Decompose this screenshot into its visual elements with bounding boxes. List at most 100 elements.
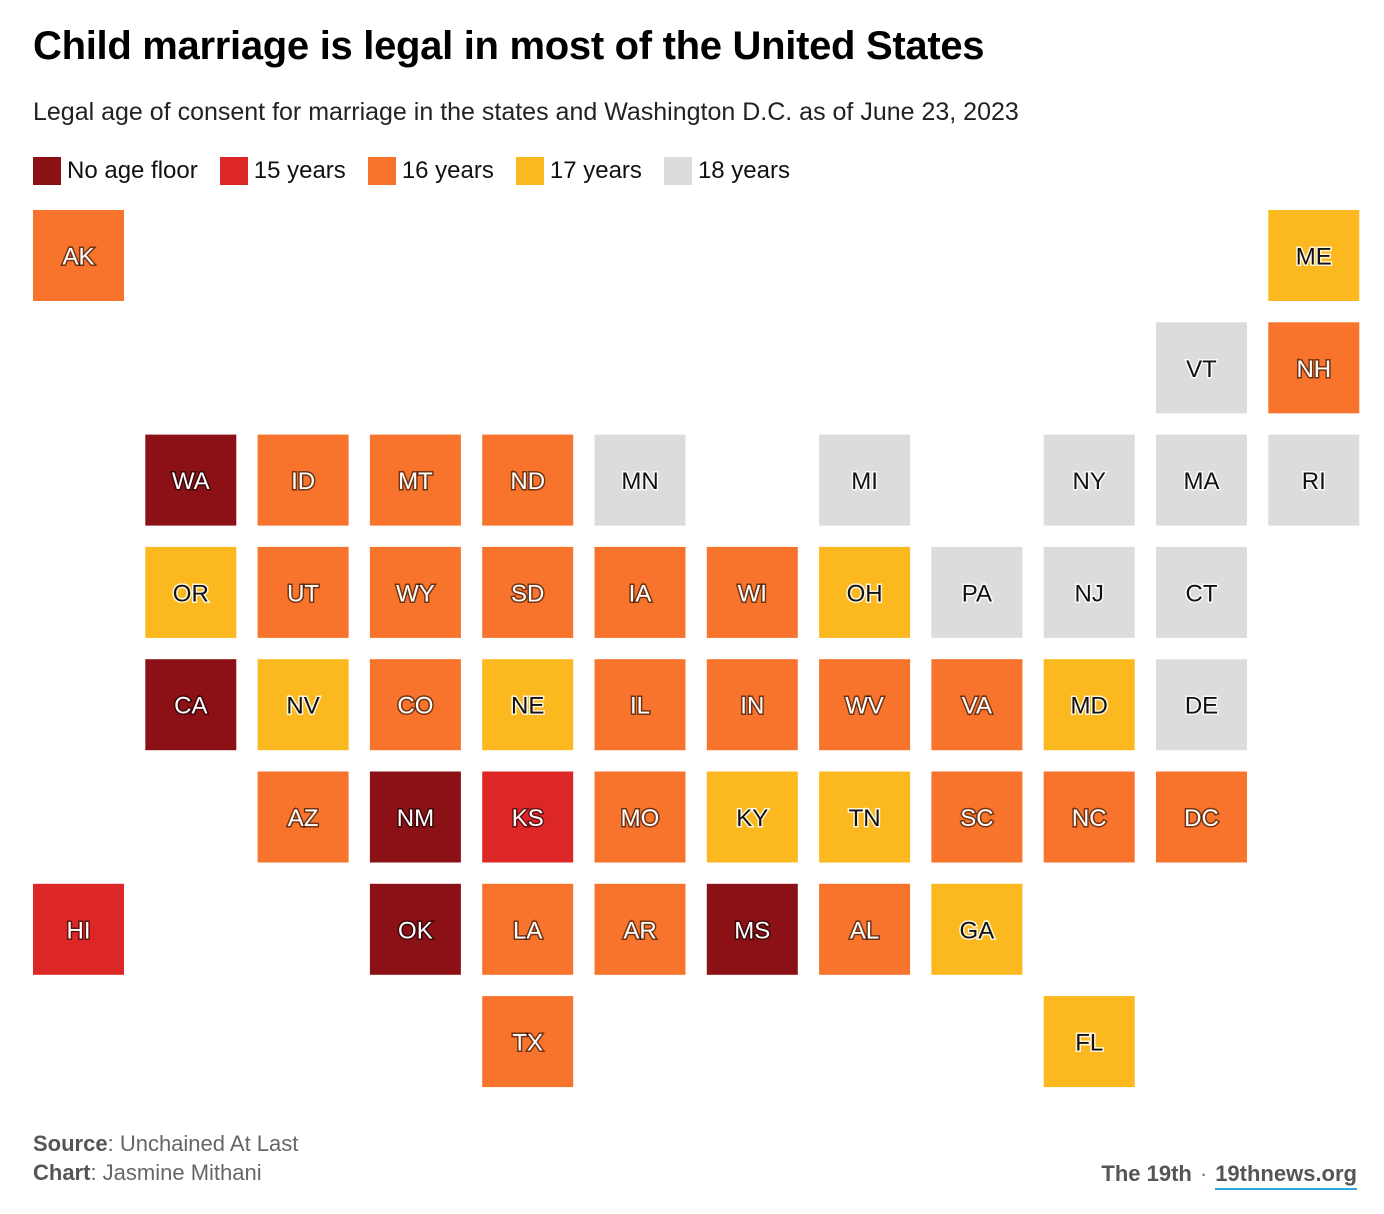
state-tile-id[interactable]: ID <box>257 434 349 526</box>
state-tile-ct[interactable]: CT <box>1156 546 1247 638</box>
state-tile-ri[interactable]: RI <box>1268 434 1360 526</box>
state-abbr-label: LA <box>513 917 542 944</box>
legend-label-16: 16 years <box>401 157 494 184</box>
legend-item-16: 16 years <box>367 157 494 185</box>
state-tile-tn[interactable]: TN <box>819 771 911 863</box>
state-tile-wy[interactable]: WY <box>369 546 461 638</box>
chart-credit-label: Chart <box>33 1160 91 1185</box>
state-tile-al[interactable]: AL <box>819 883 911 975</box>
state-abbr-label: DC <box>1184 805 1219 832</box>
legend-item-17: 17 years <box>515 157 642 185</box>
state-tile-bg <box>1043 771 1135 863</box>
state-tile-mi[interactable]: MI <box>819 434 911 526</box>
state-tile-ca[interactable]: CA <box>145 659 237 751</box>
state-tile-bg <box>145 659 237 751</box>
state-tile-bg <box>145 546 237 638</box>
state-tile-ga[interactable]: GA <box>931 883 1023 975</box>
state-tile-bg <box>931 883 1023 975</box>
state-tile-me[interactable]: ME <box>1268 210 1360 301</box>
state-tile-bg <box>1156 659 1247 751</box>
state-tile-ma[interactable]: MA <box>1156 434 1247 526</box>
state-tile-bg <box>594 883 686 975</box>
state-tile-bg <box>482 883 574 975</box>
state-tile-tx[interactable]: TX <box>482 996 574 1088</box>
credits: Source: Unchained At Last Chart: Jasmine… <box>33 1129 298 1187</box>
state-tile-ok[interactable]: OK <box>369 883 461 975</box>
state-tile-bg <box>257 771 349 863</box>
state-tile-hi[interactable]: HI <box>33 883 124 975</box>
state-tile-de[interactable]: DE <box>1156 659 1247 751</box>
state-abbr-label: WI <box>738 580 767 607</box>
state-tile-bg <box>1043 546 1135 638</box>
state-tile-nm[interactable]: NM <box>369 771 461 863</box>
state-tile-sd[interactable]: SD <box>482 546 574 638</box>
state-tile-mo[interactable]: MO <box>594 771 686 863</box>
state-tile-pa[interactable]: PA <box>931 546 1023 638</box>
state-tile-co[interactable]: CO <box>369 659 461 751</box>
state-tile-bg <box>1156 771 1247 863</box>
state-tile-nc[interactable]: NC <box>1043 771 1135 863</box>
state-abbr-label: CT <box>1186 580 1218 607</box>
state-tile-mn[interactable]: MN <box>594 434 686 526</box>
state-tile-wa[interactable]: WA <box>145 434 237 526</box>
state-abbr-label: HI <box>67 917 91 944</box>
state-tile-md[interactable]: MD <box>1043 659 1135 751</box>
state-tile-az[interactable]: AZ <box>257 771 349 863</box>
state-tile-oh[interactable]: OH <box>819 546 911 638</box>
state-tile-ny[interactable]: NY <box>1043 434 1135 526</box>
state-tile-bg <box>1156 546 1247 638</box>
state-tile-ak[interactable]: AK <box>33 210 124 301</box>
state-tile-or[interactable]: OR <box>145 546 237 638</box>
state-tile-bg <box>819 546 911 638</box>
state-tile-bg <box>819 771 911 863</box>
state-tile-ne[interactable]: NE <box>482 659 574 751</box>
state-tile-wv[interactable]: WV <box>819 659 911 751</box>
state-tile-nv[interactable]: NV <box>257 659 349 751</box>
state-tile-bg <box>1268 210 1360 301</box>
state-abbr-label: MT <box>398 468 433 495</box>
state-tile-bg <box>1156 322 1247 414</box>
state-tile-bg <box>369 883 461 975</box>
state-tile-mt[interactable]: MT <box>369 434 461 526</box>
state-tile-ia[interactable]: IA <box>594 546 686 638</box>
state-tile-bg <box>706 546 798 638</box>
state-tile-sc[interactable]: SC <box>931 771 1023 863</box>
state-tile-ut[interactable]: UT <box>257 546 349 638</box>
state-tile-bg <box>369 659 461 751</box>
site-link[interactable]: 19thnews.org <box>1215 1161 1357 1190</box>
state-abbr-label: AK <box>62 244 94 271</box>
state-tile-ky[interactable]: KY <box>706 771 798 863</box>
state-tile-ms[interactable]: MS <box>706 883 798 975</box>
state-abbr-label: RI <box>1302 468 1326 495</box>
state-abbr-label: NC <box>1072 805 1107 832</box>
state-abbr-label: NE <box>511 693 544 720</box>
state-tile-nj[interactable]: NJ <box>1043 546 1135 638</box>
state-abbr-label: OR <box>173 580 209 607</box>
state-abbr-label: IA <box>629 580 652 607</box>
state-abbr-label: ND <box>510 468 545 495</box>
state-tile-ar[interactable]: AR <box>594 883 686 975</box>
state-tile-nd[interactable]: ND <box>482 434 574 526</box>
state-tile-il[interactable]: IL <box>594 659 686 751</box>
state-tile-wi[interactable]: WI <box>706 546 798 638</box>
state-tile-bg <box>819 883 911 975</box>
state-tile-bg <box>369 771 461 863</box>
state-tile-la[interactable]: LA <box>482 883 574 975</box>
state-tile-in[interactable]: IN <box>706 659 798 751</box>
source-value: : Unchained At Last <box>107 1131 299 1156</box>
legend-swatch-18 <box>663 157 692 185</box>
state-tile-bg <box>482 996 574 1088</box>
legend-swatch-17 <box>515 157 544 185</box>
state-tile-dc[interactable]: DC <box>1156 771 1247 863</box>
state-abbr-label: TX <box>512 1030 543 1057</box>
state-tile-vt[interactable]: VT <box>1156 322 1247 414</box>
state-tile-bg <box>257 659 349 751</box>
state-abbr-label: TN <box>849 805 881 832</box>
state-tile-va[interactable]: VA <box>931 659 1023 751</box>
chart-credit-line: Chart: Jasmine Mithani <box>33 1158 298 1187</box>
state-tile-ks[interactable]: KS <box>482 771 574 863</box>
state-tile-fl[interactable]: FL <box>1043 996 1135 1088</box>
legend: No age floor 15 years 16 years 17 years … <box>33 157 812 185</box>
state-tile-nh[interactable]: NH <box>1268 322 1360 414</box>
state-tile-bg <box>706 659 798 751</box>
